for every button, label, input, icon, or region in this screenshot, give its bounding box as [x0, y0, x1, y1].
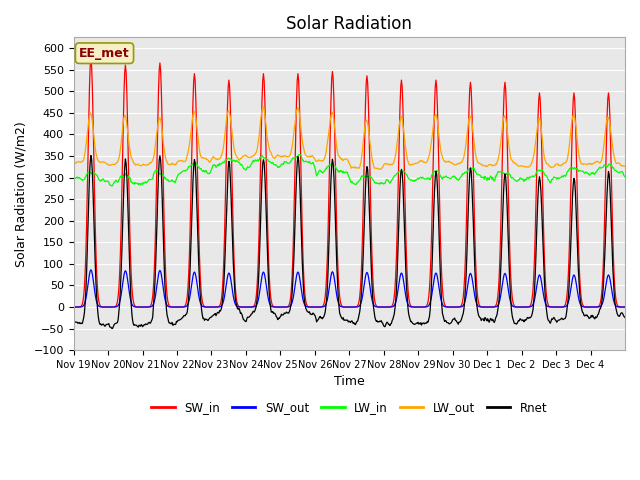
- SW_out: [87, 267, 95, 273]
- SW_in: [87, 56, 95, 61]
- LW_out: [134, 162, 142, 168]
- LW_in: [108, 183, 116, 189]
- LW_out: [438, 154, 446, 160]
- SW_in: [135, 304, 143, 310]
- LW_in: [237, 162, 244, 168]
- Line: LW_out: LW_out: [74, 107, 625, 169]
- SW_in: [285, 303, 292, 309]
- SW_in: [438, 273, 445, 278]
- LW_in: [621, 174, 629, 180]
- LW_out: [621, 164, 629, 169]
- Rnet: [70, 319, 77, 325]
- SW_in: [70, 304, 77, 310]
- Line: SW_out: SW_out: [74, 270, 625, 307]
- SW_out: [135, 304, 143, 310]
- LW_out: [408, 162, 415, 168]
- Text: EE_met: EE_met: [79, 47, 130, 60]
- LW_in: [70, 176, 77, 181]
- Line: Rnet: Rnet: [74, 156, 625, 328]
- SW_out: [237, 304, 244, 310]
- Rnet: [264, 276, 272, 282]
- LW_in: [135, 180, 143, 186]
- SW_in: [264, 228, 271, 233]
- SW_out: [70, 304, 77, 310]
- Rnet: [136, 323, 143, 328]
- LW_out: [236, 156, 244, 162]
- Rnet: [438, 311, 446, 316]
- LW_out: [285, 154, 292, 159]
- SW_in: [553, 304, 561, 310]
- SW_out: [621, 304, 629, 310]
- Rnet: [285, 309, 293, 314]
- Title: Solar Radiation: Solar Radiation: [286, 15, 412, 33]
- Rnet: [109, 325, 116, 331]
- LW_out: [264, 138, 271, 144]
- Rnet: [621, 315, 629, 321]
- SW_in: [621, 304, 629, 310]
- Line: SW_in: SW_in: [74, 59, 625, 307]
- LW_in: [285, 161, 292, 167]
- Rnet: [408, 319, 415, 324]
- LW_out: [260, 104, 268, 110]
- Legend: SW_in, SW_out, LW_in, LW_out, Rnet: SW_in, SW_out, LW_in, LW_out, Rnet: [147, 397, 552, 419]
- LW_out: [375, 167, 383, 172]
- SW_in: [407, 303, 415, 309]
- X-axis label: Time: Time: [334, 375, 365, 388]
- LW_in: [408, 177, 415, 183]
- Rnet: [237, 310, 245, 316]
- Y-axis label: Solar Radiation (W/m2): Solar Radiation (W/m2): [15, 121, 28, 267]
- LW_in: [296, 152, 304, 157]
- SW_out: [553, 304, 561, 310]
- SW_out: [264, 293, 271, 299]
- Rnet: [87, 153, 95, 158]
- SW_out: [438, 300, 445, 305]
- SW_in: [237, 304, 244, 310]
- LW_out: [70, 161, 77, 167]
- SW_out: [407, 304, 415, 310]
- LW_in: [264, 156, 271, 162]
- LW_in: [438, 176, 446, 182]
- SW_out: [285, 304, 292, 310]
- Line: LW_in: LW_in: [74, 155, 625, 186]
